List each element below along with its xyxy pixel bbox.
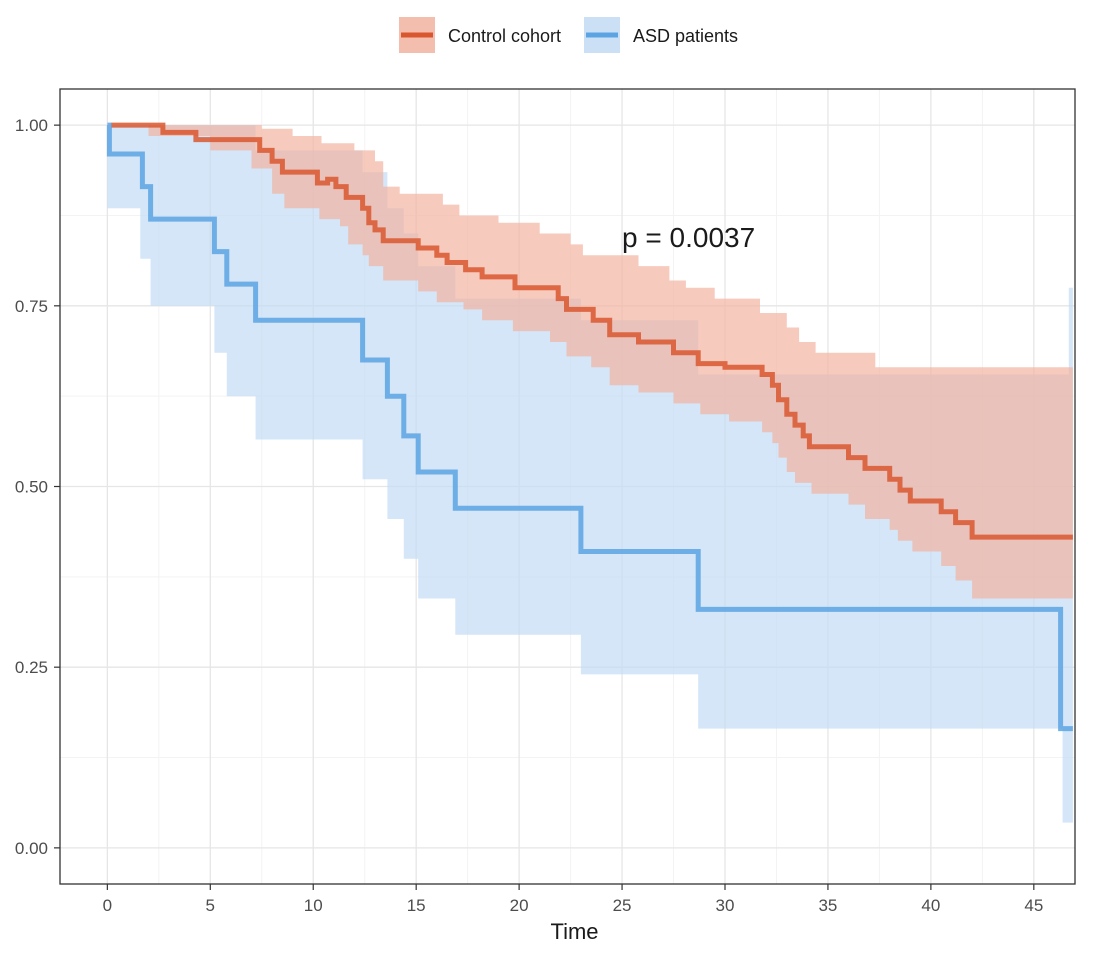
legend: Control cohort ASD patients [399, 17, 738, 53]
asd-patients-survival-line [106, 122, 1073, 732]
y-tick-label: 0.50 [15, 478, 48, 497]
x-tick-label: 10 [304, 896, 323, 915]
y-tick-label: 1.00 [15, 116, 48, 135]
p-value-annotation: p = 0.0037 [622, 222, 755, 253]
control-cohort-confidence-band [111, 125, 1073, 617]
asd-patients-legend-label: ASD patients [633, 26, 738, 46]
x-tick-label: 45 [1024, 896, 1043, 915]
x-tick-label: 35 [818, 896, 837, 915]
y-tick-label: 0.75 [15, 297, 48, 316]
asd-patients-confidence-band [107, 125, 1073, 823]
x-axis-title: Time [550, 919, 598, 944]
x-tick-label: 0 [103, 896, 112, 915]
control-cohort-survival-line [111, 122, 1073, 540]
x-tick-label: 40 [921, 896, 940, 915]
x-tick-label: 15 [407, 896, 426, 915]
control-cohort-legend-label: Control cohort [448, 26, 561, 46]
x-tick-label: 30 [716, 896, 735, 915]
plot-panel [59, 88, 1076, 885]
x-tick-label: 25 [613, 896, 632, 915]
y-tick-label: 0.25 [15, 658, 48, 677]
x-tick-label: 20 [510, 896, 529, 915]
x-tick-label: 5 [206, 896, 215, 915]
y-tick-label: 0.00 [15, 839, 48, 858]
